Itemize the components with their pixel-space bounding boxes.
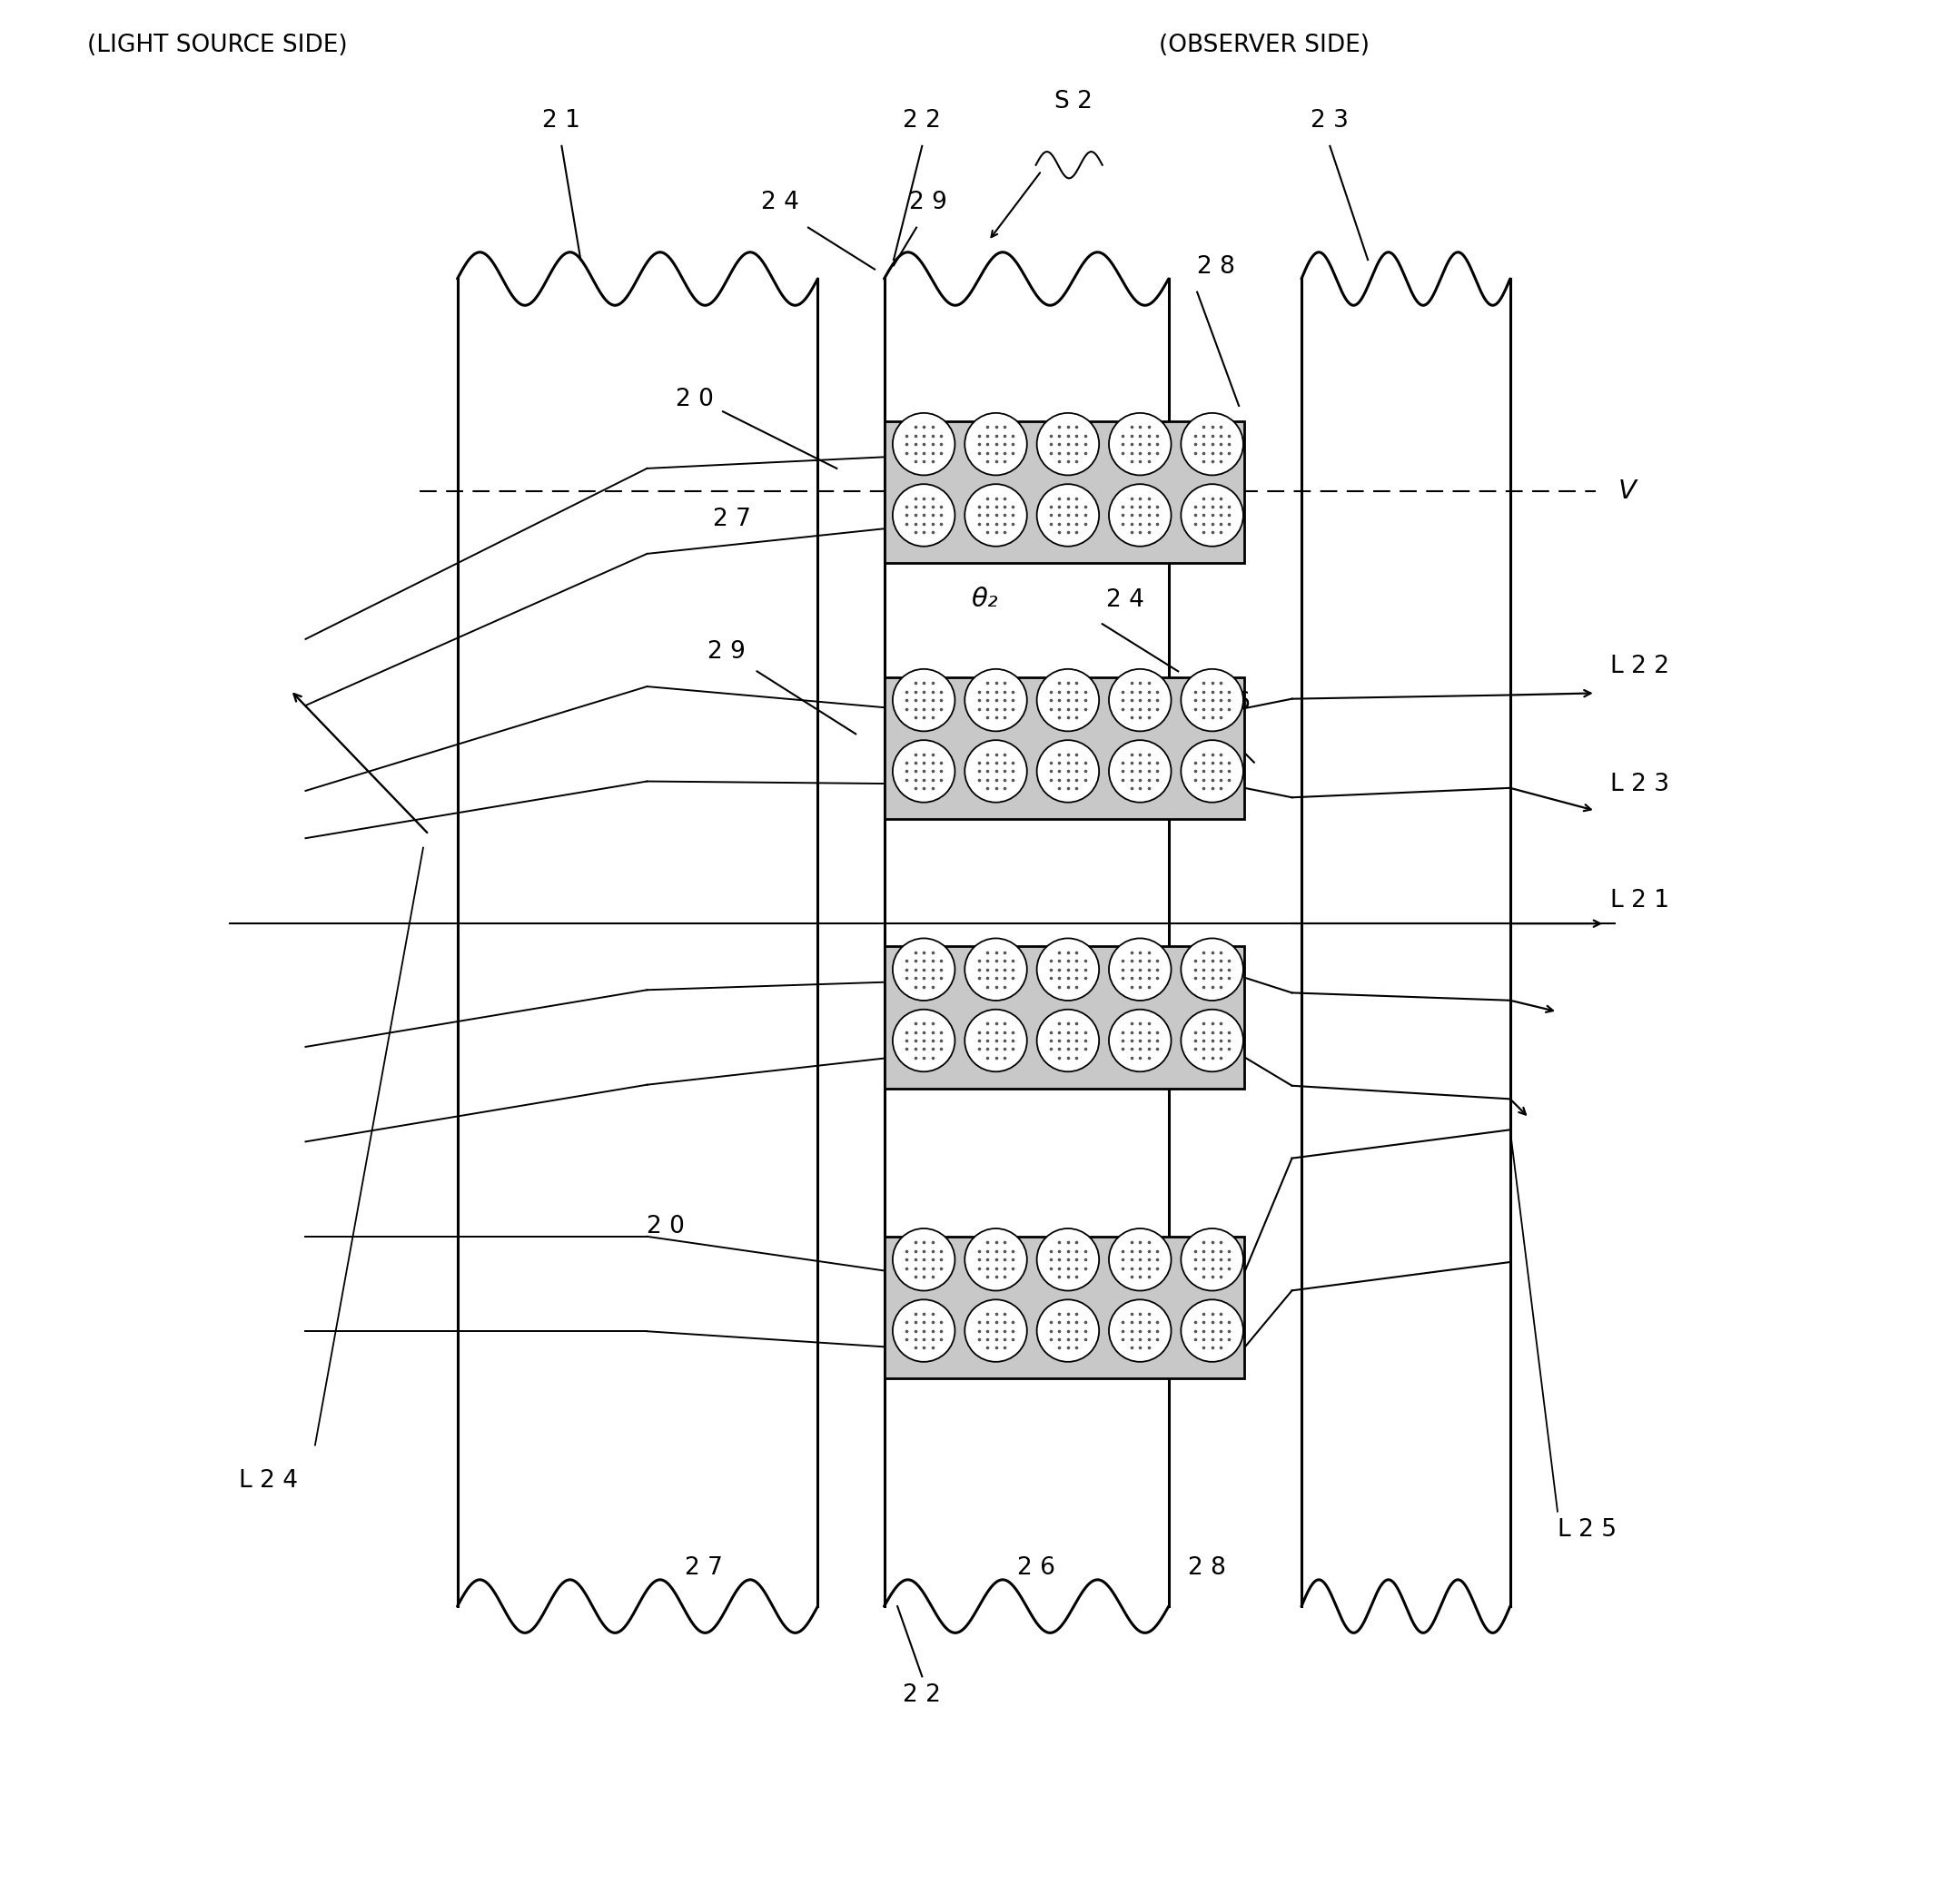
Circle shape: [1181, 668, 1243, 731]
Text: L 2 1: L 2 1: [1611, 889, 1669, 912]
Circle shape: [966, 668, 1028, 731]
Circle shape: [1037, 1228, 1099, 1291]
Bar: [884, 1236, 1245, 1378]
Circle shape: [892, 939, 954, 1000]
Circle shape: [1109, 668, 1171, 731]
Text: (OBSERVER SIDE): (OBSERVER SIDE): [1160, 34, 1369, 57]
Bar: [884, 421, 1245, 564]
Circle shape: [1037, 413, 1099, 476]
Circle shape: [1037, 939, 1099, 1000]
Circle shape: [1037, 741, 1099, 802]
Text: V: V: [1619, 478, 1637, 505]
Text: L 2 5: L 2 5: [1557, 1517, 1617, 1542]
Circle shape: [1109, 1228, 1171, 1291]
Circle shape: [1181, 741, 1243, 802]
Text: 2 3: 2 3: [1311, 109, 1350, 133]
Text: 2 6: 2 6: [1212, 691, 1251, 714]
Text: L 2 2: L 2 2: [1611, 655, 1669, 678]
Circle shape: [892, 1009, 954, 1072]
Text: 2 7: 2 7: [684, 1556, 723, 1580]
Circle shape: [1181, 939, 1243, 1000]
Circle shape: [892, 484, 954, 546]
Circle shape: [892, 1228, 954, 1291]
Circle shape: [966, 939, 1028, 1000]
Circle shape: [1181, 1228, 1243, 1291]
Circle shape: [1037, 1009, 1099, 1072]
Bar: [884, 946, 1245, 1089]
Text: 2 0: 2 0: [675, 388, 714, 411]
Circle shape: [1037, 668, 1099, 731]
Circle shape: [966, 413, 1028, 476]
Bar: [884, 678, 1245, 819]
Circle shape: [1109, 413, 1171, 476]
Circle shape: [1181, 1300, 1243, 1361]
Text: 2 2: 2 2: [904, 1683, 940, 1706]
Text: 2 8: 2 8: [1187, 1556, 1225, 1580]
Circle shape: [892, 668, 954, 731]
Circle shape: [1037, 1300, 1099, 1361]
Circle shape: [1109, 484, 1171, 546]
Circle shape: [1109, 1300, 1171, 1361]
Circle shape: [966, 484, 1028, 546]
Circle shape: [1109, 1009, 1171, 1072]
Circle shape: [892, 741, 954, 802]
Text: L 2 4: L 2 4: [238, 1468, 299, 1493]
Text: 2 2: 2 2: [904, 109, 940, 133]
Text: 2 7: 2 7: [714, 506, 752, 531]
Text: (LIGHT SOURCE SIDE): (LIGHT SOURCE SIDE): [87, 34, 347, 57]
Circle shape: [966, 1300, 1028, 1361]
Text: L 2 3: L 2 3: [1611, 773, 1669, 796]
Text: 2 8: 2 8: [1196, 255, 1235, 278]
Circle shape: [966, 741, 1028, 802]
Text: 2 6: 2 6: [1016, 1556, 1055, 1580]
Circle shape: [966, 1009, 1028, 1072]
Circle shape: [1181, 1009, 1243, 1072]
Circle shape: [892, 1300, 954, 1361]
Circle shape: [966, 1228, 1028, 1291]
Circle shape: [1181, 413, 1243, 476]
Text: 2 1: 2 1: [543, 109, 580, 133]
Circle shape: [892, 413, 954, 476]
Circle shape: [1037, 484, 1099, 546]
Text: S 2: S 2: [1055, 89, 1094, 114]
Text: 2 9: 2 9: [909, 190, 946, 213]
Text: 2 4: 2 4: [1105, 588, 1144, 613]
Text: 2 9: 2 9: [708, 640, 747, 663]
Circle shape: [1181, 484, 1243, 546]
Text: 2 0: 2 0: [648, 1215, 684, 1238]
Text: θ₂: θ₂: [971, 586, 999, 613]
Circle shape: [1109, 741, 1171, 802]
Text: 2 4: 2 4: [760, 190, 799, 213]
Circle shape: [1109, 939, 1171, 1000]
